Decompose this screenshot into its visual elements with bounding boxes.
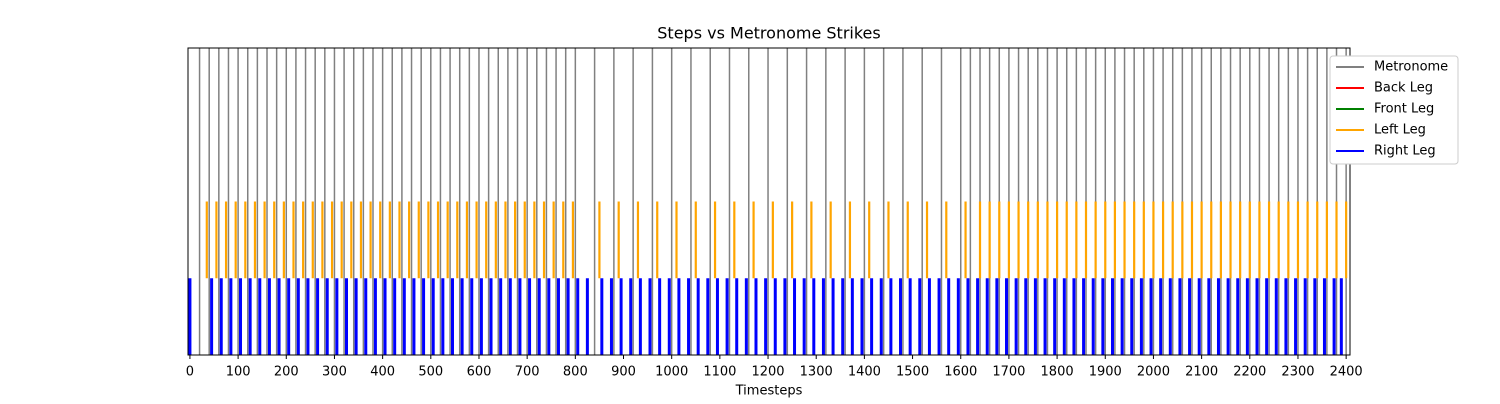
legend-label: Metronome (1374, 60, 1448, 75)
legend-box (1329, 55, 1459, 165)
x-tick-label: 1300 (800, 365, 833, 380)
x-tick-label: 200 (274, 365, 299, 380)
x-tick-label: 700 (515, 365, 540, 380)
legend-label: Left Leg (1374, 123, 1426, 138)
x-tick-label: 600 (467, 365, 492, 380)
legend: Metronome Back Leg Front Leg Left Leg Right … (1329, 55, 1459, 165)
x-tick-label: 500 (418, 365, 443, 380)
x-tick-label: 400 (370, 365, 395, 380)
legend-label: Back Leg (1374, 81, 1433, 96)
x-tick-label: 1800 (1041, 365, 1074, 380)
x-axis-label: Timesteps (735, 384, 803, 399)
x-tick-label: 1700 (992, 365, 1025, 380)
x-tick-label: 1000 (655, 365, 688, 380)
x-tick-label: 900 (611, 365, 636, 380)
x-tick-label: 300 (322, 365, 347, 380)
plot-frame (187, 47, 1351, 356)
x-tick-label: 1500 (896, 365, 929, 380)
x-tick-label: 1600 (944, 365, 977, 380)
x-tick-label: 1100 (703, 365, 736, 380)
x-tick-label: 800 (563, 365, 588, 380)
x-tick-label: 2200 (1233, 365, 1266, 380)
x-tick-label: 0 (186, 365, 194, 380)
x-tick-label: 2300 (1281, 365, 1314, 380)
x-tick-label: 1400 (848, 365, 881, 380)
x-tick-label: 2400 (1330, 365, 1363, 380)
x-tick-label: 2100 (1185, 365, 1218, 380)
legend-label: Front Leg (1374, 102, 1434, 117)
x-tick-label: 2000 (1137, 365, 1170, 380)
x-tick-label: 1900 (1089, 365, 1122, 380)
x-tick-label: 100 (226, 365, 251, 380)
x-tick-label: 1200 (751, 365, 784, 380)
chart-title: Steps vs Metronome Strikes (657, 24, 880, 43)
legend-label: Right Leg (1374, 144, 1436, 159)
